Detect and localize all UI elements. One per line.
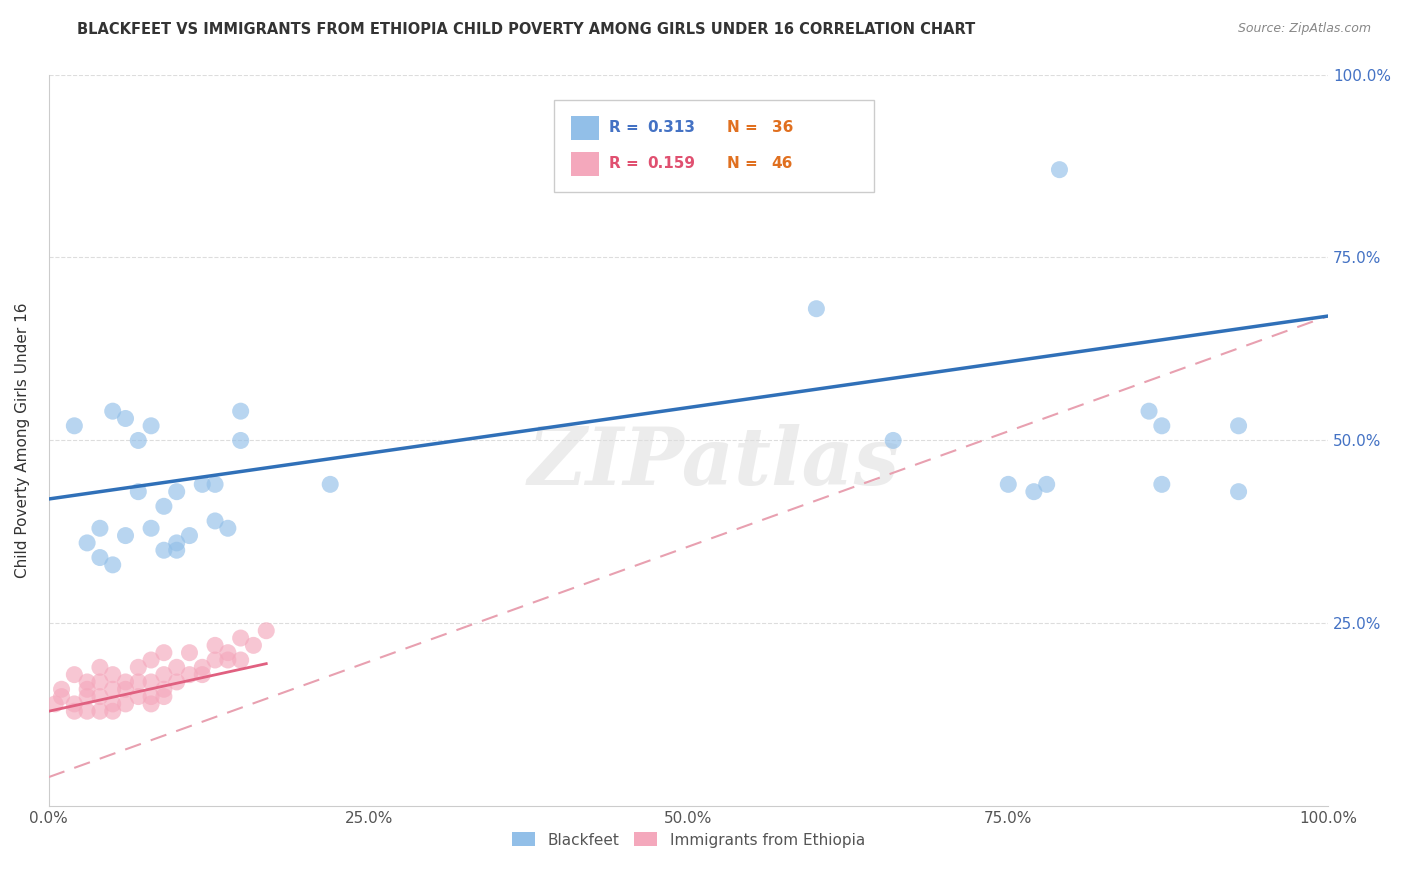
Point (76, 536, 98, 550)
Point (114, 528, 136, 542)
Point (127, 660, 149, 674)
Point (101, 404, 124, 418)
Point (191, 477, 214, 491)
Point (1035, 477, 1057, 491)
Point (217, 653, 239, 667)
Point (139, 690, 162, 704)
Point (76, 675, 98, 690)
Point (204, 514, 226, 528)
Point (217, 521, 239, 535)
Point (191, 660, 214, 674)
Point (179, 646, 201, 660)
Text: 46: 46 (772, 156, 793, 171)
Point (63, 418, 86, 433)
Text: R =: R = (609, 156, 644, 171)
Point (204, 477, 226, 491)
Text: R =: R = (609, 120, 644, 136)
Point (51, 690, 73, 704)
Point (806, 301, 828, 316)
Point (114, 411, 136, 425)
Point (63, 667, 86, 681)
Point (89, 550, 111, 565)
Point (51, 682, 73, 697)
Point (229, 653, 252, 667)
Point (319, 477, 342, 491)
Point (139, 697, 162, 711)
Point (139, 521, 162, 535)
Legend: Blackfeet, Immigrants from Ethiopia: Blackfeet, Immigrants from Ethiopia (506, 826, 870, 854)
Point (204, 638, 226, 652)
FancyBboxPatch shape (554, 100, 875, 192)
Point (166, 536, 188, 550)
Text: ZIPatlas: ZIPatlas (529, 424, 900, 501)
Text: Source: ZipAtlas.com: Source: ZipAtlas.com (1237, 22, 1371, 36)
Point (76, 682, 98, 697)
Point (139, 675, 162, 690)
Point (254, 624, 277, 638)
Point (1137, 404, 1160, 418)
Point (153, 690, 176, 704)
Point (1022, 484, 1045, 499)
FancyBboxPatch shape (571, 153, 599, 176)
Point (166, 484, 188, 499)
Point (114, 675, 136, 690)
Point (101, 682, 124, 697)
Point (114, 697, 136, 711)
Point (76, 690, 98, 704)
Text: 0.313: 0.313 (648, 120, 696, 136)
Point (229, 404, 252, 418)
Point (153, 682, 176, 697)
Point (166, 675, 188, 690)
Point (89, 690, 111, 704)
Point (229, 631, 252, 645)
Point (63, 704, 86, 718)
Point (242, 638, 264, 652)
FancyBboxPatch shape (571, 116, 599, 140)
Point (89, 521, 111, 535)
Point (127, 484, 149, 499)
Point (89, 675, 111, 690)
Point (139, 653, 162, 667)
Point (63, 697, 86, 711)
Point (882, 434, 904, 448)
Point (1227, 484, 1250, 499)
Point (139, 418, 162, 433)
Text: N =: N = (727, 156, 763, 171)
Point (1150, 418, 1173, 433)
Point (166, 660, 188, 674)
Y-axis label: Child Poverty Among Girls Under 16: Child Poverty Among Girls Under 16 (15, 302, 30, 578)
Point (166, 543, 188, 558)
Text: BLACKFEET VS IMMIGRANTS FROM ETHIOPIA CHILD POVERTY AMONG GIRLS UNDER 16 CORRELA: BLACKFEET VS IMMIGRANTS FROM ETHIOPIA CH… (77, 22, 976, 37)
Point (153, 667, 176, 681)
Text: N =: N = (727, 120, 763, 136)
Point (997, 477, 1019, 491)
Point (89, 660, 111, 674)
Text: 0.159: 0.159 (648, 156, 696, 171)
Point (153, 646, 176, 660)
Point (127, 434, 149, 448)
Point (101, 704, 124, 718)
Point (229, 434, 252, 448)
Point (179, 667, 201, 681)
Point (76, 704, 98, 718)
Point (101, 667, 124, 681)
Point (114, 682, 136, 697)
Point (1049, 162, 1071, 177)
Point (127, 690, 149, 704)
Point (191, 667, 214, 681)
Point (179, 528, 201, 542)
Text: 36: 36 (772, 120, 793, 136)
Point (127, 675, 149, 690)
Point (217, 646, 239, 660)
Point (153, 543, 176, 558)
Point (204, 653, 226, 667)
Point (153, 500, 176, 514)
Point (101, 697, 124, 711)
Point (101, 558, 124, 572)
Point (89, 704, 111, 718)
Point (1150, 477, 1173, 491)
Point (1227, 418, 1250, 433)
Point (44, 697, 66, 711)
